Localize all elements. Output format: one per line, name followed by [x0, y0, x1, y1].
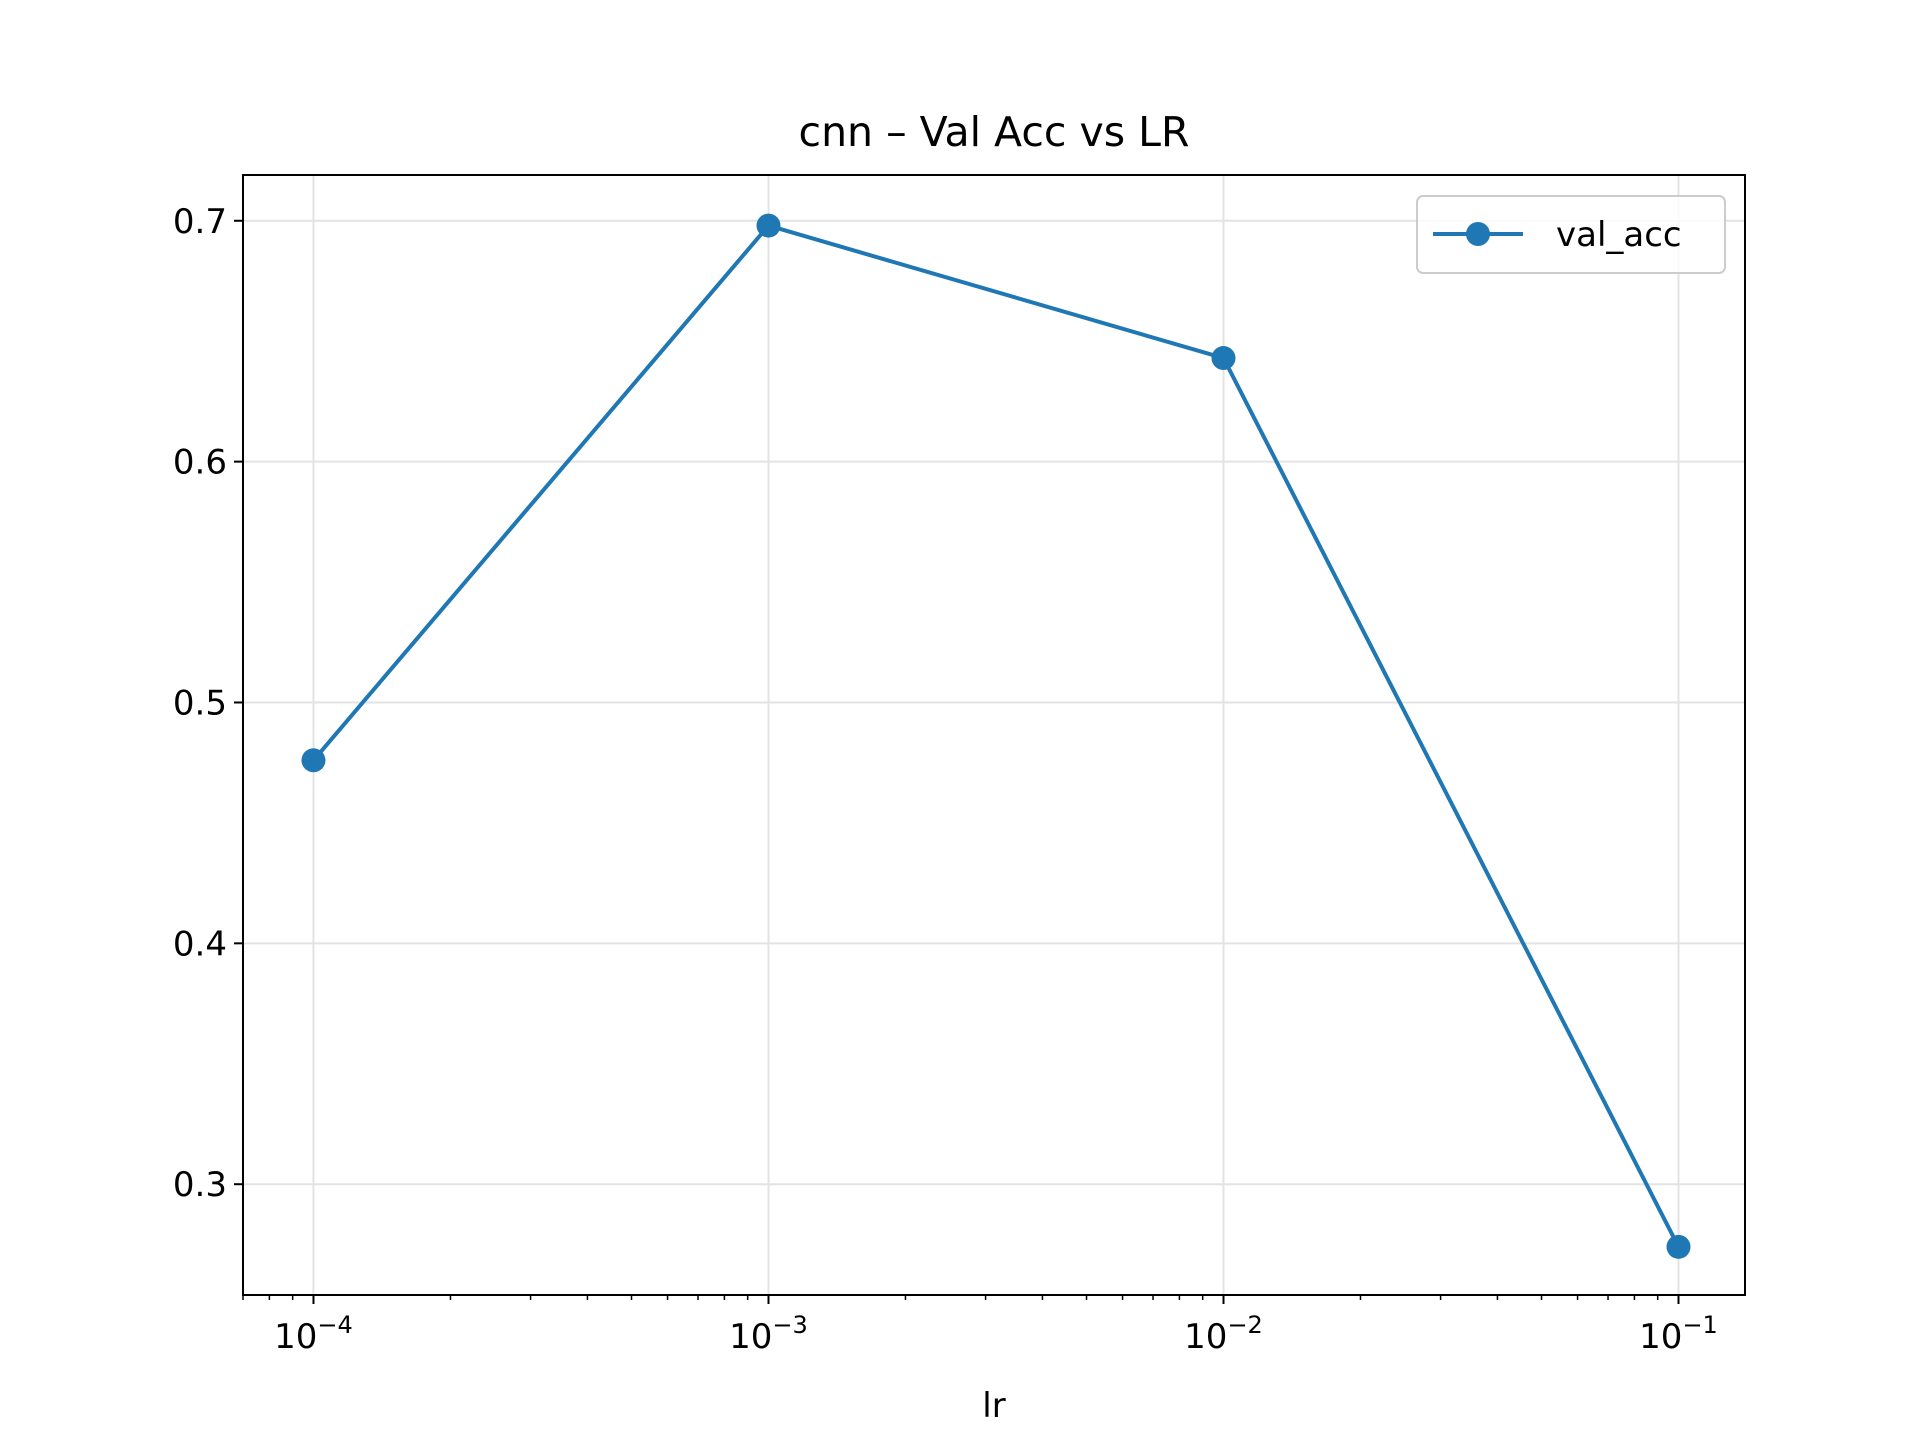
y-tick-label: 0.6	[173, 443, 227, 483]
chart-title: cnn – Val Acc vs LR	[799, 108, 1190, 156]
y-tick-label: 0.7	[173, 202, 227, 242]
series-line-val_acc	[311, 223, 1681, 1248]
data-point	[756, 213, 781, 238]
x-tick-label: 10−2	[1184, 1311, 1263, 1357]
axes-frame	[242, 174, 1746, 1296]
tick-layer: 0.3 0.4 0.5 0.6 0.7 10−4 10−3 10−2 10−1	[173, 202, 1718, 1357]
data-point	[1666, 1234, 1691, 1259]
y-tick-label: 0.5	[173, 683, 227, 723]
series-layer	[301, 213, 1691, 1259]
y-tick-label: 0.3	[173, 1165, 227, 1205]
legend-marker	[1466, 222, 1490, 246]
x-axis-label: lr	[982, 1386, 1005, 1426]
data-point	[301, 748, 326, 773]
x-tick-label: 10−3	[729, 1311, 808, 1357]
x-tick-label: 10−1	[1639, 1311, 1718, 1357]
minor-tick-layer	[242, 1295, 1659, 1300]
y-tick-label: 0.4	[173, 924, 227, 964]
legend: val_acc	[1416, 195, 1726, 274]
data-point	[1211, 346, 1236, 371]
x-tick-label: 10−4	[274, 1311, 353, 1357]
legend-box	[1416, 195, 1726, 274]
legend-label: val_acc	[1556, 215, 1682, 255]
